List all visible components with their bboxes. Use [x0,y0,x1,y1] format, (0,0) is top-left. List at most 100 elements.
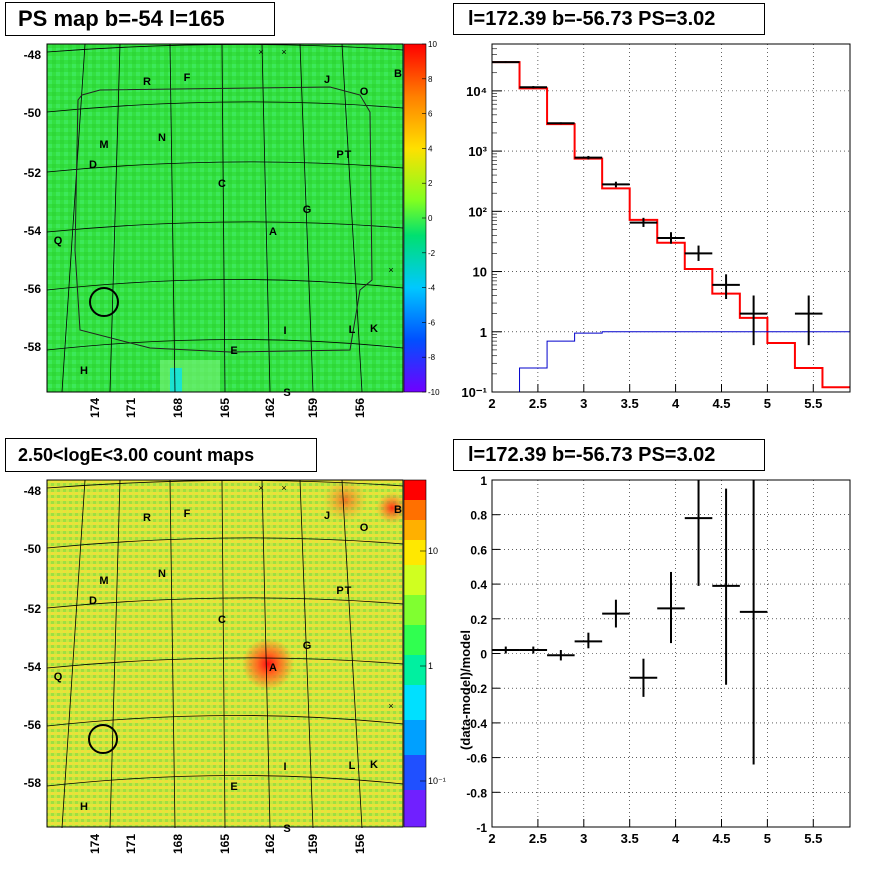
residual-title: l=172.39 b=-56.73 PS=3.02 [453,439,765,471]
source-label: S [283,387,290,399]
count-map-image [47,480,403,827]
map-y-tick-label: -58 [24,776,42,790]
map-x-tick-label: 159 [306,834,320,854]
ps-map-cyan-patch [170,368,182,392]
longitude-line [61,43,86,393]
map-x-tick-label: 168 [171,834,185,854]
residual-panel: 2 2.5 3 3.5 4 4.5 5 5.5 -1 -0.8 -0.6 -0.4 -0.2 0 0.2 0… [458,474,851,846]
y-tick-label: 0.2 [470,613,487,627]
source-label: I [283,325,286,337]
longitude-line [221,479,226,829]
colorbar-tick-label: -2 [428,249,436,258]
source-label: H [80,365,88,377]
data-point [712,274,740,300]
x-tick-label: 3 [580,831,587,846]
residual-x-ticks: 2 2.5 3 3.5 4 4.5 5 5.5 [488,819,822,846]
colorbar-tick-label: -8 [428,353,436,362]
source-label: M [99,139,108,151]
map-x-tick-label: 174 [88,398,102,418]
x-tick-label: 2 [488,396,495,411]
longitude-line [221,43,226,393]
longitude-line [109,479,121,829]
residual-point [602,599,630,628]
count-map-hotspot-top [323,478,367,522]
map-y-tick-label: -56 [24,282,42,296]
source-label: C [218,178,226,190]
y-tick-label: 10² [468,204,487,219]
source-cross-marker: × [388,701,393,711]
source-label: O [360,86,369,98]
count-map-title: 2.50<logE<3.00 count maps [5,438,317,472]
map-y-tick-label: -48 [24,484,42,498]
source-label: N [158,568,166,580]
latitude-line [46,101,404,113]
source-label: J [324,74,330,86]
count-map-hotspot-a [242,638,294,690]
source-label: L [349,324,356,336]
data-point [684,245,713,261]
latitude-line [46,279,404,291]
map-x-tick-label: 159 [306,398,320,418]
source-label: B [394,504,402,516]
residual-point [629,658,658,697]
spectrum-y-ticks: 10⁻¹ 1 10 10² 10³ 10⁴ [461,43,502,400]
source-label: S [283,823,290,835]
residual-point [492,646,520,654]
ps-map-colorbar-ticks: 10 8 6 4 2 0 -2 -4 -6 -8 -10 [422,40,440,397]
residual-grid [491,479,850,828]
y-tick-label: 10 [473,265,487,280]
data-point [547,122,575,125]
ps-map-x-ticks: 174 171 168 165 162 159 156 [88,398,367,418]
latitude-line [46,339,404,351]
residual-point [547,650,575,661]
data-point [794,295,823,346]
spectrum-x-ticks: 2 2.5 3 3.5 4 4.5 5 5.5 [488,384,822,411]
latitude-line [46,537,404,549]
y-tick-label: -0.8 [466,786,487,800]
ps-map-y-ticks: -48 -50 -52 -54 -56 -58 [24,48,42,354]
map-x-tick-label: 156 [353,398,367,418]
map-y-tick-label: -56 [24,718,42,732]
map-x-tick-label: 171 [124,398,138,418]
source-label: J [324,510,330,522]
residual-y-axis-label: (data-model)/model [458,630,473,750]
source-label: G [303,640,312,652]
longitude-line [169,479,176,829]
source-label: F [184,508,191,520]
longitude-line [299,479,314,829]
latitude-line [46,161,404,173]
data-point [657,232,685,244]
data-point [574,155,603,160]
longitude-line [61,479,86,829]
residual-point [657,571,685,644]
y-tick-label: 10³ [468,144,487,159]
colorbar-tick-label: -6 [428,318,436,327]
colorbar-tick-label: 10 [428,40,437,49]
longitude-line [261,43,271,393]
data-point [602,181,630,188]
longitude-line [261,479,271,829]
map-x-tick-label: 162 [263,834,277,854]
colorbar-tick-label: 4 [428,144,433,153]
spectrum-series [492,61,850,392]
y-tick-label: -0.6 [466,752,487,766]
model-step-line [492,61,850,389]
x-tick-label: 5.5 [804,396,822,411]
ps-map-colorbar [404,44,426,392]
source-label: C [218,614,226,626]
map-y-tick-label: -52 [24,166,42,180]
x-tick-label: 2 [488,831,495,846]
x-tick-label: 3.5 [621,396,639,411]
source-label: T [345,585,352,597]
x-tick-label: 4.5 [712,396,730,411]
residual-point [739,480,768,765]
source-label: L [349,760,356,772]
latitude-line [46,715,404,727]
spectrum-title: l=172.39 b=-56.73 PS=3.02 [453,3,765,35]
residual-series [492,480,768,765]
source-label: R [143,76,151,88]
map-y-tick-label: -50 [24,542,42,556]
y-tick-label: -0.2 [466,682,487,696]
colorbar-tick-label: 10⁻¹ [428,776,446,786]
